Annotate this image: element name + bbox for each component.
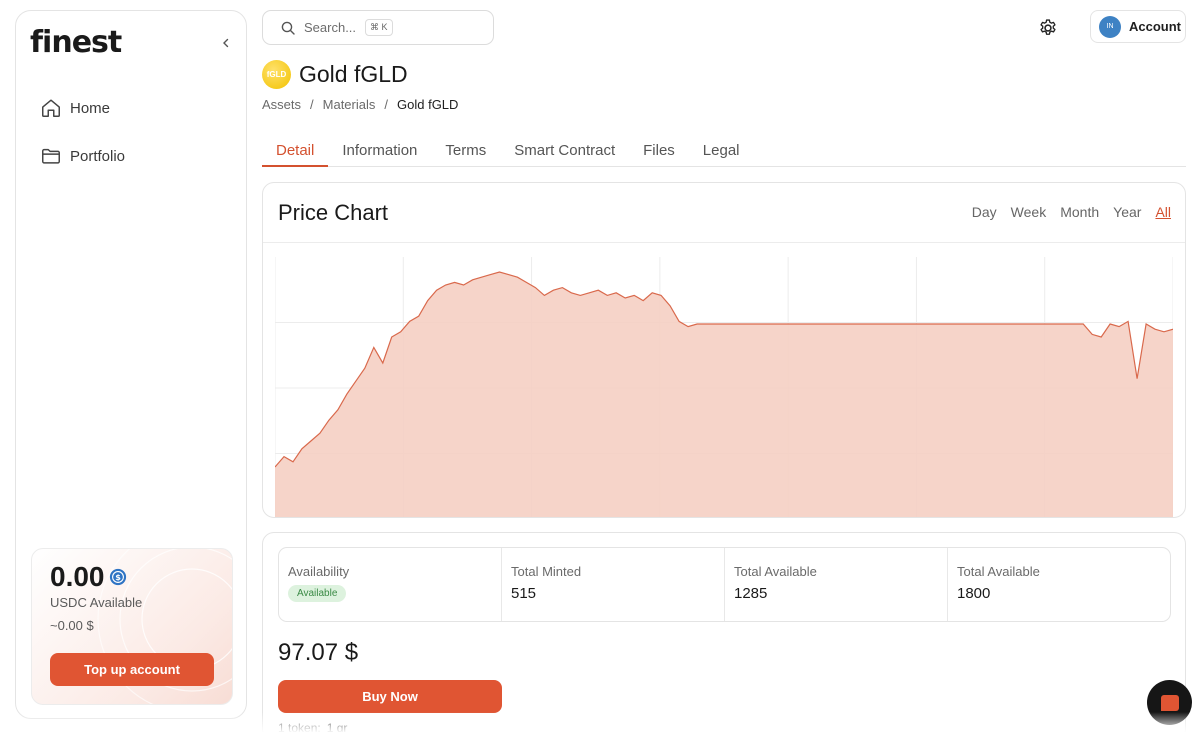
gear-icon[interactable] [1038,18,1058,38]
range-day[interactable]: Day [971,204,997,220]
stat-label: Total Minted [511,564,582,579]
svg-text:$: $ [115,572,121,582]
price-area [275,272,1173,517]
balance-value: 0.00 [50,561,105,592]
chart-divider [263,242,1185,243]
account-button[interactable]: IN Account [1090,10,1186,43]
token-unit-label: 1 token: [278,721,321,732]
tab-legal[interactable]: Legal [702,142,740,159]
range-all[interactable]: All [1155,204,1171,220]
stat-total-minted: Total Minted 515 [502,548,725,621]
token-unit-info: 1 token: 1 gr [278,721,347,732]
tab-detail[interactable]: Detail [262,136,329,167]
sidebar: finest Home Portfolio 0.00 $ USDC Availa… [15,10,247,719]
chat-support-button[interactable] [1147,680,1192,725]
breadcrumb-current: Gold fGLD [397,97,459,112]
usd-equivalent: ~0.00 $ [50,618,94,633]
stat-value: 1285 [734,585,768,602]
avatar: IN [1099,15,1121,38]
sidebar-item-label: Portfolio [70,147,126,165]
stat-label: Availability [288,564,350,579]
price-line [275,271,1173,468]
folder-icon [42,148,60,164]
tab-information[interactable]: Information [342,142,418,159]
collapse-sidebar-button[interactable] [216,33,236,53]
sidebar-item-label: Home [70,99,111,117]
finest-logo[interactable]: finest [30,25,122,60]
tab-bar: Detail Information Terms Smart Contract … [262,136,1186,167]
breadcrumb-assets[interactable]: Assets [262,97,302,112]
breadcrumb: Assets / Materials / Gold fGLD [262,97,458,112]
sidebar-item-portfolio[interactable]: Portfolio [40,145,125,167]
price-chart-card: Price Chart Day Week Month Year All [262,182,1186,518]
gold-token-logo: fGLD [262,60,291,89]
breadcrumb-materials[interactable]: Materials [322,97,376,112]
tab-files[interactable]: Files [643,142,675,159]
stat-total-available-2: Total Available 1800 [948,548,1170,621]
search-input[interactable]: Search... ⌘ K [262,10,494,45]
home-icon [42,99,60,117]
breadcrumb-separator: / [310,97,314,112]
stats-grid: Availability Available Total Minted 515 … [278,547,1171,622]
usdc-icon: $ [109,568,126,586]
stat-label: Total Available [957,564,1040,579]
sidebar-item-home[interactable]: Home [40,97,110,119]
asset-header: fGLD Gold fGLD [262,60,408,89]
usdc-balance: 0.00 $ [50,561,127,593]
page-title: Gold fGLD [299,61,408,87]
tab-terms[interactable]: Terms [445,142,487,159]
chart-title: Price Chart [278,200,389,225]
asset-stats-card: Availability Available Total Minted 515 … [262,532,1186,732]
search-shortcut-badge: ⌘ K [365,19,393,36]
tab-smart-contract[interactable]: Smart Contract [514,142,616,159]
token-price: 97.07 $ [278,639,359,666]
stat-value: 515 [511,585,537,602]
time-range-selector: Day Week Month Year All [972,204,1171,220]
chevron-left-icon [223,38,229,48]
chat-icon [1160,694,1179,711]
range-month[interactable]: Month [1060,204,1100,220]
top-up-account-button[interactable]: Top up account [50,653,214,686]
wallet-card: 0.00 $ USDC Available ~0.00 $ Top up acc… [31,548,233,705]
range-week[interactable]: Week [1010,204,1047,220]
stat-label: Total Available [734,564,817,579]
breadcrumb-separator: / [384,97,389,112]
stat-value: 1800 [957,585,991,602]
stat-availability: Availability Available [279,548,502,621]
search-icon [281,21,295,35]
buy-now-button[interactable]: Buy Now [278,680,502,713]
usdc-available-label: USDC Available [50,595,143,610]
search-placeholder: Search... [304,20,357,35]
price-chart [275,257,1173,517]
stat-total-available: Total Available 1285 [725,548,948,621]
token-unit-value: 1 gr [326,721,348,732]
account-label: Account [1129,19,1181,34]
status-badge: Available [288,585,347,602]
range-year[interactable]: Year [1113,204,1142,220]
